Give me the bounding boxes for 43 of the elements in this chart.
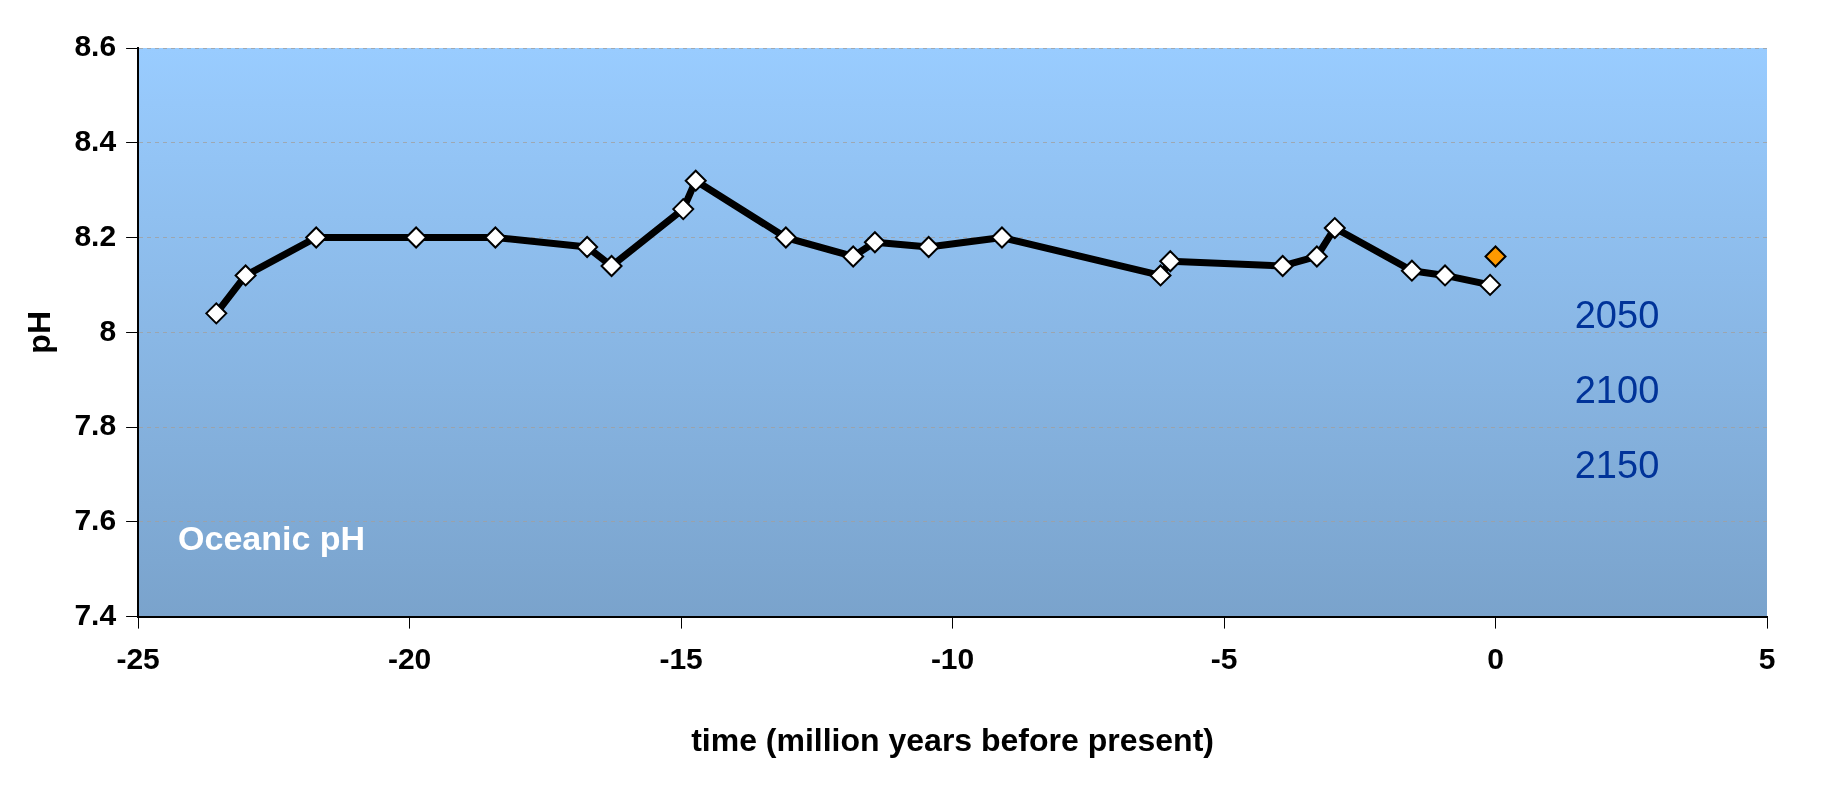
point [684,169,707,192]
point [484,226,507,249]
point [1323,217,1346,240]
annotation: 2050 [1574,294,1660,337]
point [405,226,428,249]
point [917,236,940,259]
point [1305,245,1328,268]
point [600,254,623,277]
y-tick-label: 8.4 [74,124,117,158]
point [842,245,865,268]
point [1159,250,1182,273]
y-tick-label: 8 [99,313,117,347]
point [576,236,599,259]
point [1479,273,1502,296]
x-tick-label: -5 [1210,641,1238,675]
annotation: Oceanic pH [178,519,366,558]
point [1149,264,1172,287]
y-tick-label: 8.6 [74,29,117,63]
point [990,226,1013,249]
x-tick-label: 0 [1487,641,1504,675]
point [863,231,886,254]
annotation: 2100 [1574,369,1660,412]
point [774,226,797,249]
point [672,198,695,221]
x-tick-label: -15 [659,641,703,675]
y-axis-title: pH [21,310,58,354]
y-tick-label: 7.4 [74,597,117,631]
point [205,302,228,325]
point [1271,254,1294,277]
point [305,226,328,249]
point [234,264,257,287]
x-axis-title: time (million years before present) [691,721,1214,758]
point [1434,264,1457,287]
x-tick-label: -20 [387,641,432,675]
x-tick-label: 5 [1758,641,1776,675]
point [1484,245,1507,268]
y-tick-label: 7.8 [74,408,117,442]
annotation: 2150 [1574,444,1660,487]
x-tick-label: -10 [930,641,975,675]
point [1400,259,1423,282]
x-tick-label: -25 [116,641,160,675]
y-tick-label: 8.2 [74,218,117,252]
y-tick-label: 7.6 [74,503,117,537]
